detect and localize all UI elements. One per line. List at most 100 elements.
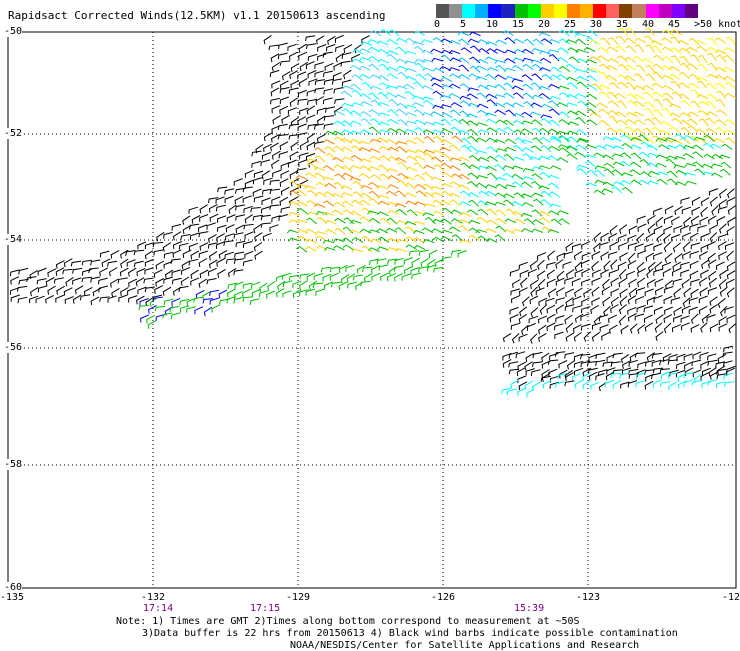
wind-barb [502,102,515,108]
wind-barb [360,118,372,126]
wind-barb [411,257,420,267]
wind-barb [699,277,708,287]
wind-barb [260,222,272,228]
wind-barb [662,98,674,106]
wind-barb [600,269,610,278]
wind-barb [350,83,362,91]
wind-barb [421,49,434,55]
wind-barb [486,48,498,54]
wind-barb [441,229,453,234]
wind-barbs [9,27,737,398]
wind-barb [288,211,300,216]
wind-barb [397,71,409,79]
latitude-label: -52 [4,128,23,139]
wind-barb [188,206,199,214]
wind-barb [719,269,728,279]
wind-barb [477,165,490,170]
wind-barb [708,277,717,288]
wind-barb [608,232,618,242]
wind-barb [323,139,335,145]
wind-barb [709,232,718,243]
wind-barb [297,98,308,105]
wind-barb [707,252,716,263]
wind-barb [182,224,192,235]
wind-barb [653,295,663,303]
wind-barb [671,117,683,125]
wind-barb [458,173,470,180]
wind-barb [379,155,391,162]
colorbar-swatch [658,4,672,18]
wind-barb [556,270,565,281]
wind-barb [341,129,354,135]
wind-barb [485,73,497,81]
wind-barb [203,306,213,317]
wind-barb [663,322,672,334]
wind-barb [307,53,318,61]
wind-barb [707,46,719,53]
wind-barb [495,127,507,134]
wind-barb [371,265,380,274]
wind-barb [558,38,571,45]
wind-barb [614,92,627,99]
wind-barb [596,102,608,109]
wind-barb [331,78,343,85]
wind-barb [315,245,328,251]
wind-barb [137,241,147,250]
wind-barb [608,269,618,278]
wind-barb [585,160,596,168]
wind-barb [388,98,399,107]
wind-barb [723,381,735,387]
longitude-label: -132 [141,592,166,603]
wind-barb [162,242,172,252]
wind-barb [617,261,627,271]
wind-barb [194,306,204,315]
wind-barb [414,62,426,71]
wind-barb [523,38,535,46]
wind-barb [55,260,65,269]
wind-barb [288,201,301,207]
wind-barb [670,80,681,89]
wind-barb [539,304,548,315]
wind-barb [286,229,299,234]
wind-barb [423,149,435,154]
wind-barb [625,118,637,125]
wind-barb [469,56,481,64]
wind-barb [135,277,145,287]
wind-barb [282,280,293,288]
wind-barb [661,37,673,44]
wind-barb [262,152,272,160]
wind-barb [37,285,48,293]
wind-barb [217,186,228,193]
wind-barb [225,233,235,241]
wind-barb [441,256,452,263]
wind-barb [539,127,551,135]
wind-barb [654,322,663,333]
wind-barb [699,216,709,226]
wind-barb [370,85,382,90]
wind-barb [715,74,727,81]
wind-barb [487,67,499,72]
wind-barb [289,70,298,79]
wind-barb [541,103,553,109]
wind-barb [531,94,544,99]
wind-barb [565,242,574,252]
wind-barb [668,381,677,391]
colorbar-swatch [514,4,528,18]
wind-barb [351,74,363,81]
wind-barb [467,102,480,108]
wind-barb [696,76,708,82]
wind-barb [637,361,647,369]
wind-barb [424,73,436,81]
wind-barb [555,277,565,286]
wind-barb [199,214,209,222]
wind-barb [585,144,597,149]
wind-barb [512,85,524,91]
colorbar-label: 45 [668,19,681,30]
wind-barb [636,304,646,313]
wind-barb [680,225,690,234]
wind-barb [9,269,20,277]
wind-barb [723,54,735,62]
wind-barb [680,197,690,205]
wind-barb [691,206,701,216]
wind-barb [385,85,398,90]
